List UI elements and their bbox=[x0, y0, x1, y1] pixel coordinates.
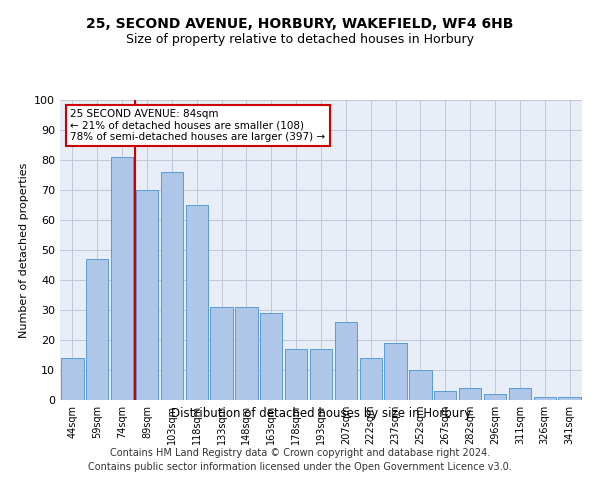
Bar bbox=[335, 322, 357, 400]
Bar bbox=[86, 259, 109, 400]
Bar bbox=[385, 343, 407, 400]
Bar bbox=[434, 391, 457, 400]
Bar bbox=[185, 205, 208, 400]
Text: Contains public sector information licensed under the Open Government Licence v3: Contains public sector information licen… bbox=[88, 462, 512, 472]
Bar bbox=[359, 358, 382, 400]
Bar bbox=[533, 397, 556, 400]
Bar bbox=[61, 358, 83, 400]
Text: Contains HM Land Registry data © Crown copyright and database right 2024.: Contains HM Land Registry data © Crown c… bbox=[110, 448, 490, 458]
Text: 25 SECOND AVENUE: 84sqm
← 21% of detached houses are smaller (108)
78% of semi-d: 25 SECOND AVENUE: 84sqm ← 21% of detache… bbox=[70, 109, 326, 142]
Bar bbox=[509, 388, 531, 400]
Bar bbox=[235, 307, 257, 400]
Text: 25, SECOND AVENUE, HORBURY, WAKEFIELD, WF4 6HB: 25, SECOND AVENUE, HORBURY, WAKEFIELD, W… bbox=[86, 18, 514, 32]
Bar bbox=[161, 172, 183, 400]
Bar bbox=[211, 307, 233, 400]
Bar bbox=[285, 349, 307, 400]
Bar bbox=[559, 397, 581, 400]
Y-axis label: Number of detached properties: Number of detached properties bbox=[19, 162, 29, 338]
Text: Size of property relative to detached houses in Horbury: Size of property relative to detached ho… bbox=[126, 32, 474, 46]
Text: Distribution of detached houses by size in Horbury: Distribution of detached houses by size … bbox=[171, 408, 471, 420]
Bar bbox=[260, 313, 283, 400]
Bar bbox=[484, 394, 506, 400]
Bar bbox=[136, 190, 158, 400]
Bar bbox=[459, 388, 481, 400]
Bar bbox=[310, 349, 332, 400]
Bar bbox=[111, 157, 133, 400]
Bar bbox=[409, 370, 431, 400]
